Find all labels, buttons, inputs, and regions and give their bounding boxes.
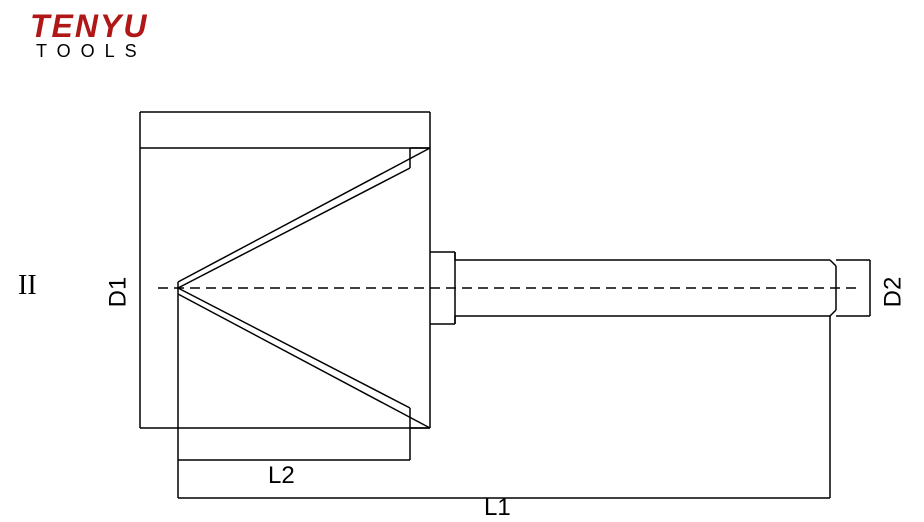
- dim-label-l1: L1: [484, 494, 511, 522]
- dim-label-d1: D1: [104, 277, 132, 308]
- dim-label-d2: D2: [879, 277, 907, 308]
- dim-label-l2: L2: [268, 462, 295, 490]
- technical-drawing: [0, 0, 924, 522]
